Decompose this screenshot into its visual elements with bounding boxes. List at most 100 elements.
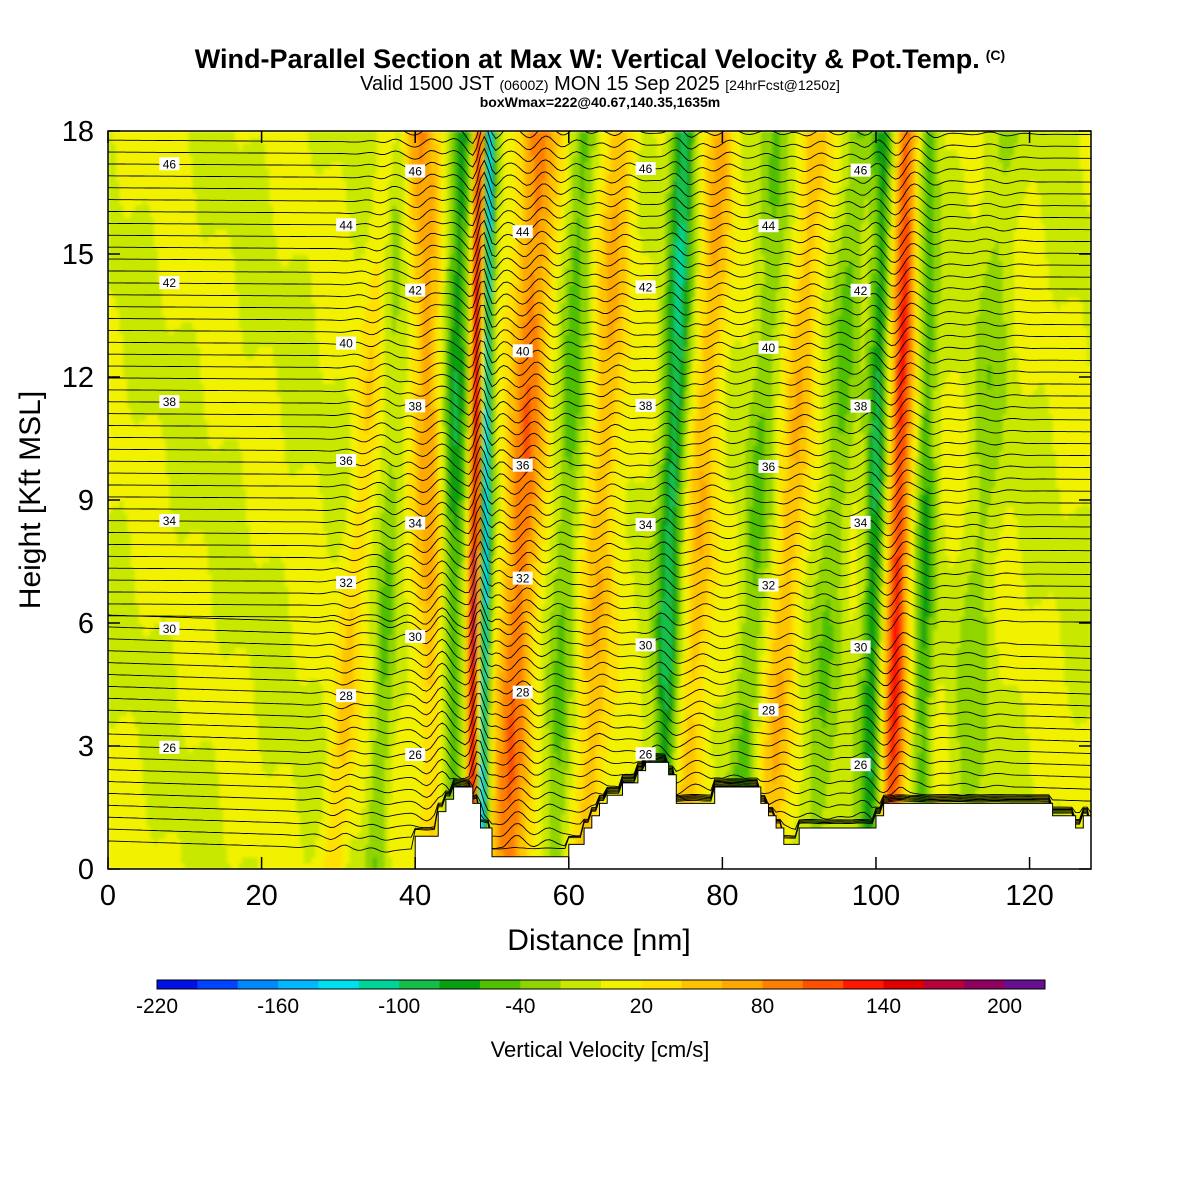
velocity-cell	[131, 580, 136, 587]
velocity-cell	[131, 500, 136, 507]
velocity-cell	[139, 623, 144, 630]
velocity-cell	[139, 617, 144, 624]
velocity-cell	[112, 193, 117, 200]
velocity-cell	[150, 820, 155, 827]
velocity-cell	[131, 814, 136, 821]
velocity-cell	[112, 488, 117, 495]
velocity-cell	[112, 838, 117, 845]
velocity-cell	[150, 832, 155, 839]
velocity-cell	[112, 580, 117, 587]
velocity-cell	[120, 832, 125, 839]
velocity-cell	[112, 758, 117, 765]
velocity-cell	[112, 149, 117, 156]
velocity-cell	[131, 752, 136, 759]
velocity-cell	[120, 635, 125, 642]
velocity-cell	[150, 383, 155, 390]
velocity-cell	[112, 451, 117, 458]
velocity-cell	[120, 506, 125, 513]
velocity-cell	[131, 795, 136, 802]
velocity-cell	[120, 156, 125, 163]
velocity-cell	[120, 272, 125, 279]
velocity-cell	[150, 266, 155, 273]
velocity-cell	[131, 334, 136, 341]
velocity-cell	[131, 648, 136, 655]
velocity-cell	[131, 217, 136, 224]
velocity-cell	[131, 666, 136, 673]
velocity-cell	[131, 143, 136, 150]
velocity-cell	[112, 180, 117, 187]
velocity-cell	[139, 143, 144, 150]
velocity-cell	[150, 223, 155, 230]
velocity-cell	[131, 740, 136, 747]
velocity-cell	[150, 635, 155, 642]
velocity-cell	[150, 838, 155, 845]
velocity-cell	[139, 678, 144, 685]
velocity-cell	[150, 734, 155, 741]
velocity-cell	[120, 143, 125, 150]
velocity-cell	[139, 414, 144, 421]
velocity-cell	[112, 611, 117, 618]
cross-section-chart: 2626 262628 2828303030 3032 32 3234 34 34 3436 36…	[0, 0, 1200, 1200]
velocity-cell	[131, 728, 136, 735]
velocity-cell	[139, 783, 144, 790]
velocity-cell	[139, 691, 144, 698]
velocity-cell	[112, 334, 117, 341]
velocity-cell	[120, 543, 125, 550]
velocity-cell	[120, 740, 125, 747]
velocity-cell	[112, 795, 117, 802]
velocity-cell	[150, 765, 155, 772]
velocity-cell	[139, 543, 144, 550]
velocity-cell	[131, 395, 136, 402]
velocity-cell	[139, 832, 144, 839]
velocity-cell	[120, 783, 125, 790]
velocity-cell	[131, 488, 136, 495]
velocity-cell	[139, 500, 144, 507]
velocity-cell	[139, 648, 144, 655]
velocity-cell	[120, 383, 125, 390]
velocity-cell	[112, 402, 117, 409]
velocity-cell	[150, 254, 155, 261]
velocity-cell	[120, 254, 125, 261]
velocity-cell	[120, 322, 125, 329]
velocity-cell	[139, 254, 144, 261]
velocity-cell	[139, 808, 144, 815]
velocity-cell	[120, 297, 125, 304]
velocity-cell	[120, 728, 125, 735]
velocity-cell	[120, 223, 125, 230]
velocity-cell	[112, 236, 117, 243]
velocity-cell	[150, 279, 155, 286]
velocity-cell	[131, 574, 136, 581]
velocity-cell	[112, 463, 117, 470]
velocity-cell	[139, 383, 144, 390]
velocity-cell	[120, 395, 125, 402]
velocity-cell	[150, 641, 155, 648]
velocity-cell	[139, 285, 144, 292]
velocity-cell	[120, 801, 125, 808]
velocity-cell	[139, 531, 144, 538]
velocity-cell	[150, 666, 155, 673]
velocity-cell	[131, 654, 136, 661]
velocity-cell	[120, 641, 125, 648]
velocity-cell	[131, 832, 136, 839]
velocity-cell	[112, 475, 117, 482]
velocity-cell	[131, 371, 136, 378]
velocity-cell	[139, 359, 144, 366]
velocity-cell	[150, 365, 155, 372]
velocity-cell	[120, 580, 125, 587]
velocity-cell	[120, 623, 125, 630]
velocity-cell	[150, 143, 155, 150]
velocity-cell	[139, 635, 144, 642]
velocity-cell	[131, 703, 136, 710]
velocity-cell	[131, 857, 136, 864]
velocity-cell	[112, 322, 117, 329]
velocity-cell	[150, 543, 155, 550]
velocity-cell	[150, 531, 155, 538]
velocity-cell	[120, 309, 125, 316]
velocity-cell	[139, 149, 144, 156]
velocity-cell	[139, 322, 144, 329]
velocity-cell	[131, 518, 136, 525]
velocity-cell	[120, 844, 125, 851]
velocity-cell	[131, 309, 136, 316]
velocity-cell	[150, 402, 155, 409]
velocity-cell	[131, 758, 136, 765]
